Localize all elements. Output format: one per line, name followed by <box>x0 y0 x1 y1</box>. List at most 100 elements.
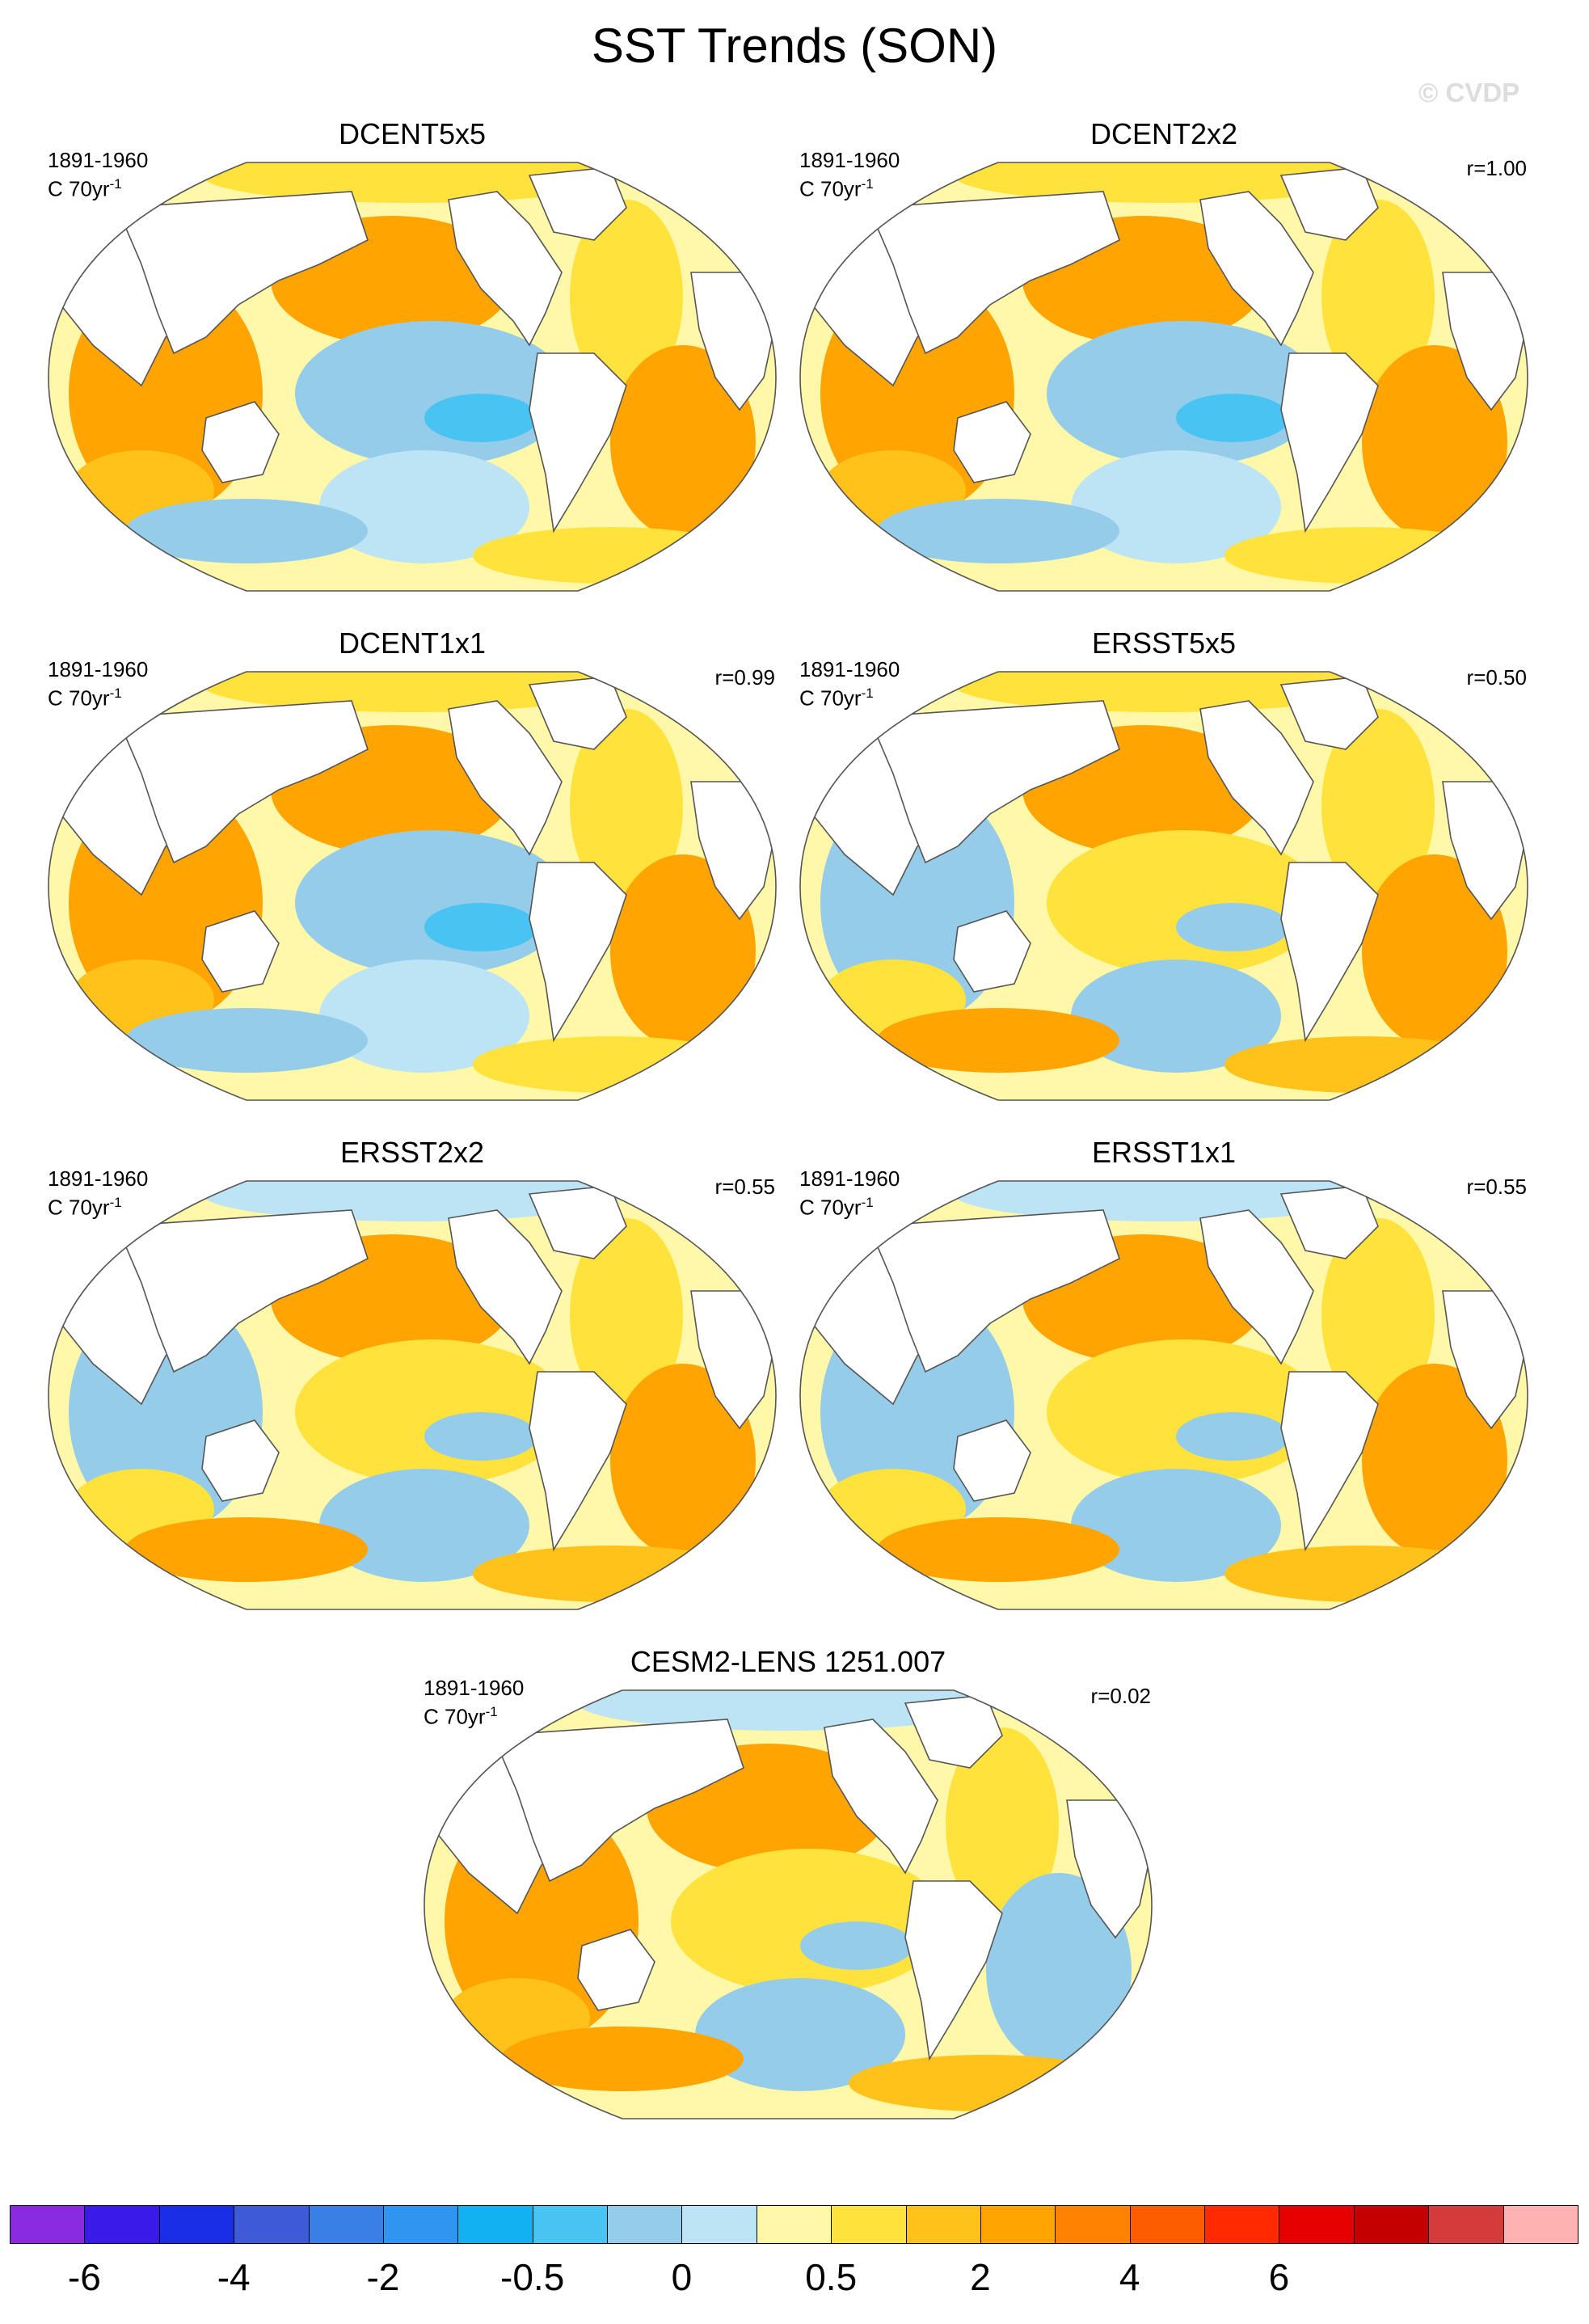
panel-correlation: r=0.55 <box>1466 1175 1527 1199</box>
land-south-america <box>529 1371 627 1552</box>
south-atlantic-anomaly <box>610 854 756 1048</box>
land-south-america <box>529 862 627 1043</box>
south-pacific-anomaly <box>319 960 529 1073</box>
colorbar-box <box>84 2205 160 2244</box>
southern-ocean-anomaly-west <box>501 2027 744 2091</box>
colorbar-tick-label: 2 <box>970 2256 991 2298</box>
units-base: C 70yr <box>48 176 110 201</box>
units-exponent: -1 <box>485 1704 498 1719</box>
panel-title: DCENT2x2 <box>1090 117 1238 150</box>
panel-correlation: r=0.99 <box>714 665 775 690</box>
panel-correlation: r=0.02 <box>1090 1684 1151 1708</box>
southern-ocean-anomaly-east <box>849 2055 1123 2111</box>
south-pacific-anomaly <box>1071 450 1281 563</box>
east-pacific-core <box>424 394 537 442</box>
panel-units: C 70yr-1 <box>48 172 122 201</box>
land-north-america <box>448 700 563 856</box>
land-australia <box>953 401 1031 483</box>
colorbar-tick-label: -4 <box>217 2256 251 2298</box>
north-atlantic-anomaly <box>1321 709 1435 903</box>
panel-title: DCENT5x5 <box>338 117 487 150</box>
panel-period: 1891-1960 <box>48 148 149 172</box>
units-exponent: -1 <box>109 1195 122 1210</box>
robinson-map <box>799 671 1528 1101</box>
colorbar-box <box>308 2205 384 2244</box>
panel-units: C 70yr-1 <box>799 1191 874 1220</box>
colorbar-box <box>756 2205 832 2244</box>
colorbar-box <box>980 2205 1056 2244</box>
north-atlantic-anomaly <box>1321 1218 1435 1412</box>
units-exponent: -1 <box>861 685 874 701</box>
north-atlantic-anomaly <box>570 200 683 394</box>
panel-title: CESM2-LENS 1251.007 <box>630 1645 946 1678</box>
north-atlantic-anomaly <box>570 709 683 903</box>
east-pacific-core <box>800 1921 913 1970</box>
land-asia <box>867 700 1120 864</box>
southern-ocean-anomaly-east <box>1224 527 1499 584</box>
colorbar-box <box>532 2205 609 2244</box>
units-exponent: -1 <box>861 176 874 192</box>
southern-ocean-anomaly-west <box>877 499 1119 563</box>
cvdp-watermark: © CVDP <box>1418 78 1520 108</box>
land-south-america <box>1280 352 1379 534</box>
colorbar-box <box>1129 2205 1206 2244</box>
colorbar-box <box>1503 2205 1578 2244</box>
colorbar-box <box>1055 2205 1131 2244</box>
south-pacific-anomaly <box>695 1978 905 2091</box>
robinson-map <box>799 162 1528 592</box>
arctic-anomaly <box>954 672 1374 712</box>
colorbar-tick-label: 6 <box>1268 2256 1290 2298</box>
colorbar-box <box>681 2205 757 2244</box>
southern-ocean-anomaly-east <box>473 1546 748 1602</box>
units-exponent: -1 <box>109 176 122 192</box>
colorbar-box <box>382 2205 459 2244</box>
land-australia <box>201 910 280 993</box>
south-atlantic-anomaly <box>1362 1364 1507 1558</box>
land-australia <box>201 1419 280 1502</box>
southern-ocean-anomaly-west <box>125 499 368 563</box>
panel-period: 1891-1960 <box>48 1166 149 1191</box>
land-south-america <box>904 1880 1003 2061</box>
map-outline <box>799 671 1528 1101</box>
colorbar-box <box>10 2205 86 2244</box>
colorbar <box>10 2205 1578 2246</box>
land-south-america <box>1280 862 1379 1043</box>
north-atlantic-anomaly <box>1321 200 1435 394</box>
colorbar-box <box>831 2205 907 2244</box>
panel-correlation: r=0.50 <box>1466 665 1527 690</box>
arctic-anomaly <box>202 162 622 203</box>
land-asia <box>491 1719 744 1883</box>
units-base: C 70yr <box>799 1195 862 1220</box>
arctic-anomaly <box>202 1181 622 1221</box>
north-atlantic-anomaly <box>946 1727 1059 1921</box>
southern-ocean-anomaly-east <box>473 527 748 584</box>
land-south-america <box>1280 1371 1379 1552</box>
robinson-map <box>799 1180 1528 1610</box>
east-pacific-core <box>424 1412 537 1461</box>
land-north-america <box>1199 1209 1314 1365</box>
units-base: C 70yr <box>799 176 862 201</box>
south-pacific-anomaly <box>319 1469 529 1582</box>
colorbar-box <box>1353 2205 1430 2244</box>
units-base: C 70yr <box>799 685 862 711</box>
land-north-america <box>824 1719 938 1875</box>
panel-period: 1891-1960 <box>799 148 900 172</box>
southern-ocean-anomaly-west <box>877 1008 1119 1073</box>
robinson-map <box>48 1180 777 1610</box>
colorbar-tick-label: 0.5 <box>805 2256 858 2298</box>
panel-period: 1891-1960 <box>799 657 900 681</box>
east-pacific-core <box>1176 394 1289 442</box>
panel-title: ERSST5x5 <box>1091 626 1237 660</box>
panel-units: C 70yr-1 <box>799 172 874 201</box>
land-australia <box>953 910 1031 993</box>
land-asia <box>867 1209 1120 1373</box>
southern-ocean-anomaly-east <box>473 1036 748 1093</box>
panel-title: ERSST2x2 <box>339 1136 485 1169</box>
land-asia <box>116 1209 369 1373</box>
colorbar-box <box>1279 2205 1355 2244</box>
north-atlantic-anomaly <box>570 1218 683 1412</box>
units-base: C 70yr <box>48 1195 110 1220</box>
arctic-anomaly <box>954 162 1374 203</box>
land-north-america <box>448 1209 563 1365</box>
southern-ocean-anomaly-east <box>1224 1036 1499 1093</box>
